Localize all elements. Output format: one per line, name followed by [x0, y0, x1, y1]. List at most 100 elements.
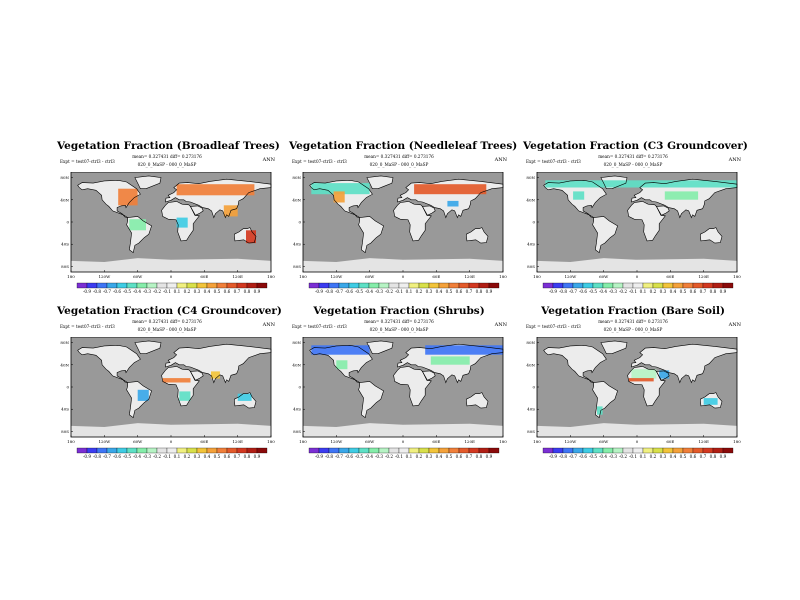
lon-tick-label: 0	[402, 274, 405, 279]
colorbar-swatch	[236, 282, 248, 289]
colorbar-swatch	[592, 282, 604, 289]
colorbar-label: 0.6	[456, 454, 463, 459]
lon-tick-label: 120E	[464, 439, 475, 444]
run-line: 020_0_MaSP - 000_0_MaSP	[603, 327, 663, 332]
colorbar-swatch	[186, 447, 198, 454]
lon-tick-label: 60E	[200, 439, 208, 444]
lat-tick-label: 0	[66, 385, 69, 390]
colorbar-swatch	[572, 447, 584, 454]
colorbar-swatch	[86, 282, 98, 289]
colorbar-label: -0.9	[315, 289, 323, 294]
colorbar-swatch	[378, 447, 390, 454]
colorbar-swatch	[692, 447, 704, 454]
panel-title: Vegetation Fraction (Needleleaf Trees)	[289, 140, 518, 152]
bare-soil-map: 80N 40N 0 40S 80S 180 120W 60W 0 60E 120E 180	[526, 337, 741, 444]
lon-tick-label: 120E	[698, 439, 709, 444]
colorbar-label: -0.5	[123, 289, 131, 294]
lat-tick-label: 40N	[292, 197, 301, 202]
coast-arabia	[189, 370, 204, 381]
colorbar-swatch	[146, 447, 158, 454]
colorbar-swatch	[662, 447, 674, 454]
colorbar-label: -0.9	[549, 454, 557, 459]
lat-tick-label: 80N	[292, 340, 301, 345]
colorbar-swatch	[672, 282, 684, 289]
colorbar-swatch	[308, 282, 320, 289]
panel-title: Vegetation Fraction (Shrubs)	[313, 305, 485, 317]
lon-tick-label: 180	[67, 274, 75, 279]
lon-tick-label: 0	[636, 274, 639, 279]
land-greenland	[134, 175, 161, 189]
season-label: ANN	[494, 322, 507, 328]
region-india	[211, 371, 220, 379]
colorbar-label: 0.7	[466, 289, 473, 294]
colorbar-label: 0.8	[244, 289, 251, 294]
colorbar-swatch	[632, 282, 644, 289]
colorbar-label: 0.1	[406, 454, 413, 459]
colorbar-label: -0.1	[163, 454, 171, 459]
colorbar-swatch	[562, 447, 574, 454]
stats-line: mean= 0.327431 diff= 0.273176	[598, 154, 668, 159]
season-label: ANN	[494, 157, 507, 163]
region-sahel	[162, 378, 191, 383]
colorbar-swatch	[562, 282, 574, 289]
region-arabia	[659, 370, 670, 379]
colorbar-label: 0.7	[700, 289, 707, 294]
lat-tick-label: 40N	[60, 197, 69, 202]
region-north-america-plains	[573, 191, 585, 200]
lat-tick-label: 40N	[292, 362, 301, 367]
panel-title: Vegetation Fraction (Bare Soil)	[541, 305, 725, 317]
lon-tick-label: 180	[267, 274, 275, 279]
colorbar-swatch	[176, 282, 188, 289]
panel-bare-soil: Vegetation Fraction (Bare Soil) mean= 0.…	[523, 305, 743, 470]
land-south-america	[592, 216, 618, 253]
colorbar-label: 0.3	[426, 289, 433, 294]
colorbar-label: 0.1	[406, 289, 413, 294]
colorbar-label: -0.7	[569, 289, 577, 294]
expt-line: Expt = test07-ctrl3 - ctrl3	[526, 324, 581, 329]
colorbar-swatch	[672, 447, 684, 454]
coast-africa	[161, 366, 200, 407]
season-label: ANN	[728, 322, 741, 328]
colorbar-label: -0.6	[579, 289, 587, 294]
coast-north-america	[77, 179, 141, 218]
colorbar-swatch	[408, 447, 420, 454]
colorbar-label: -0.7	[103, 289, 111, 294]
colorbar-label: 0.5	[446, 454, 453, 459]
land-antarctica	[71, 258, 271, 272]
region-central-asia	[664, 191, 699, 200]
lat-tick-label: 0	[532, 385, 535, 390]
season-label: ANN	[262, 322, 275, 328]
lon-tick-label: 60E	[666, 439, 674, 444]
colorbar-label: 0.3	[194, 289, 201, 294]
colorbar-label: -0.8	[559, 454, 567, 459]
colorbar-swatch	[348, 282, 360, 289]
lat-tick-label: 40S	[527, 407, 535, 412]
colorbar-label: 0.9	[254, 289, 261, 294]
land-antarctica	[71, 423, 271, 437]
lon-tick-label: 120E	[232, 274, 243, 279]
lon-tick-label: 120W	[330, 439, 343, 444]
lat-tick-label: 0	[298, 385, 301, 390]
colorbar-label: -0.8	[93, 289, 101, 294]
lon-tick-label: 180	[499, 439, 507, 444]
colorbar-label: 0.4	[204, 289, 211, 294]
colorbar-swatch	[428, 282, 440, 289]
coast-south-america	[592, 381, 618, 419]
colorbar-swatch	[458, 447, 470, 454]
broadleaf-map: 80N 40N 0 40S 80S 180 120W 60W 0 60E 120E 180	[60, 172, 275, 279]
region-boreal-eurasia	[176, 184, 255, 196]
colorbar-label: -0.8	[325, 289, 333, 294]
colorbar-swatch	[602, 447, 614, 454]
colorbar-swatch	[622, 282, 634, 289]
region-tibet	[447, 200, 459, 207]
colorbar-swatch	[542, 447, 554, 454]
colorbar-label: -0.9	[83, 454, 91, 459]
colorbar-swatch	[542, 282, 554, 289]
colorbar-swatch	[408, 282, 420, 289]
colorbar-swatch	[448, 447, 460, 454]
colorbar-label: -0.9	[83, 289, 91, 294]
colorbar-label: 0.5	[680, 454, 687, 459]
colorbar-label: -0.4	[599, 454, 607, 459]
colorbar-label: 0.6	[690, 289, 697, 294]
colorbar-label: 0.2	[184, 454, 191, 459]
